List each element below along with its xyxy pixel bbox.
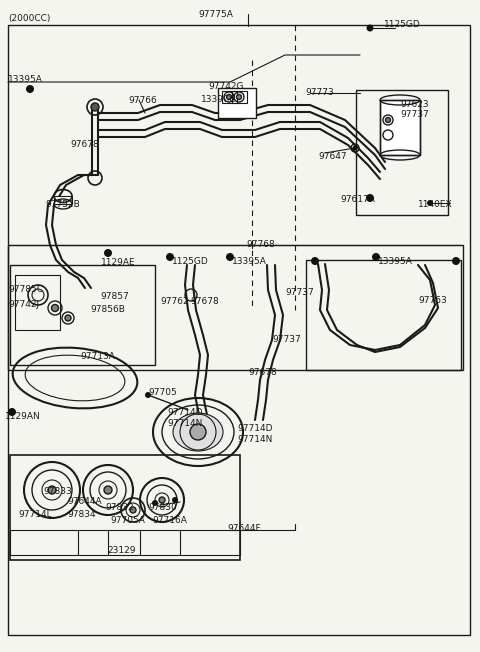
Text: 1140EX: 1140EX (418, 200, 453, 209)
Text: 1125GD: 1125GD (384, 20, 421, 29)
Text: 97617A: 97617A (340, 195, 375, 204)
Text: 97785C: 97785C (8, 285, 43, 294)
Text: 97737: 97737 (400, 110, 429, 119)
Text: 97678: 97678 (190, 297, 219, 306)
Text: 97714N: 97714N (237, 435, 272, 444)
Bar (10, 455, 240, 560)
Text: 97742G: 97742G (208, 82, 243, 91)
Text: 97714D: 97714D (167, 408, 203, 417)
Circle shape (104, 249, 112, 257)
Text: 1129AE: 1129AE (101, 258, 136, 267)
Bar (380, 100, 420, 155)
Circle shape (65, 315, 71, 321)
Circle shape (190, 424, 206, 440)
Text: 1125GD: 1125GD (172, 257, 209, 266)
Text: 13395A: 13395A (378, 257, 413, 266)
Text: 97737: 97737 (272, 335, 301, 344)
Bar (8, 245, 463, 370)
Circle shape (372, 253, 380, 261)
Text: (2000CC): (2000CC) (8, 14, 50, 23)
Ellipse shape (173, 413, 223, 451)
Text: 97623: 97623 (400, 100, 429, 109)
Text: 97647: 97647 (318, 152, 347, 161)
Text: 97714L: 97714L (18, 510, 52, 519)
Bar (218, 88, 256, 118)
Circle shape (159, 497, 165, 503)
Text: 1339CC: 1339CC (201, 95, 237, 104)
Text: 97713A: 97713A (80, 352, 115, 361)
Text: 97768: 97768 (246, 240, 275, 249)
Circle shape (427, 200, 433, 206)
Text: 97763: 97763 (418, 296, 447, 305)
Text: 97716A: 97716A (152, 516, 187, 525)
Text: 97830: 97830 (148, 503, 177, 512)
Circle shape (227, 95, 231, 100)
Text: 97832: 97832 (105, 503, 133, 512)
Circle shape (8, 408, 16, 416)
Text: 97775A: 97775A (198, 10, 233, 19)
Text: 97714D: 97714D (237, 424, 273, 433)
Text: 13395A: 13395A (232, 257, 267, 266)
Circle shape (452, 257, 460, 265)
Bar (306, 260, 461, 370)
Text: 23129: 23129 (107, 546, 135, 555)
Text: 97856B: 97856B (90, 305, 125, 314)
Circle shape (51, 304, 59, 312)
Bar (54, 196, 72, 204)
Text: 97714N: 97714N (167, 419, 203, 428)
Circle shape (311, 257, 319, 265)
Circle shape (226, 253, 234, 261)
Bar (356, 90, 448, 215)
Circle shape (130, 507, 136, 513)
Text: 97742J: 97742J (8, 300, 39, 309)
Bar (10, 265, 155, 365)
Circle shape (91, 103, 99, 111)
Circle shape (145, 392, 151, 398)
Text: 97762: 97762 (160, 297, 189, 306)
Circle shape (48, 486, 56, 494)
Text: 97766: 97766 (128, 96, 157, 105)
Text: 97644F: 97644F (227, 524, 261, 533)
Bar (10, 530, 240, 555)
Bar (222, 91, 237, 103)
Text: 1129AN: 1129AN (5, 412, 41, 421)
Text: 97833: 97833 (43, 487, 72, 496)
Circle shape (367, 25, 373, 31)
Circle shape (366, 194, 374, 202)
Circle shape (352, 145, 358, 151)
Bar (232, 91, 247, 103)
Circle shape (166, 253, 174, 261)
Circle shape (172, 497, 178, 503)
Text: 97773: 97773 (305, 88, 334, 97)
Text: 97678: 97678 (70, 140, 99, 149)
Text: 97834: 97834 (67, 510, 96, 519)
Circle shape (26, 85, 34, 93)
Text: 97678: 97678 (248, 368, 277, 377)
Circle shape (237, 95, 241, 100)
Circle shape (385, 117, 391, 123)
Bar (380, 100, 420, 155)
Text: 97752B: 97752B (45, 200, 80, 209)
Text: 13395A: 13395A (8, 75, 43, 84)
Circle shape (104, 486, 112, 494)
Text: 97644A: 97644A (67, 497, 102, 506)
Text: 97705: 97705 (148, 388, 177, 397)
Text: 97857: 97857 (100, 292, 129, 301)
Text: 97737: 97737 (285, 288, 314, 297)
Bar (15, 275, 60, 330)
Text: 97705A: 97705A (110, 516, 145, 525)
Circle shape (152, 500, 158, 506)
